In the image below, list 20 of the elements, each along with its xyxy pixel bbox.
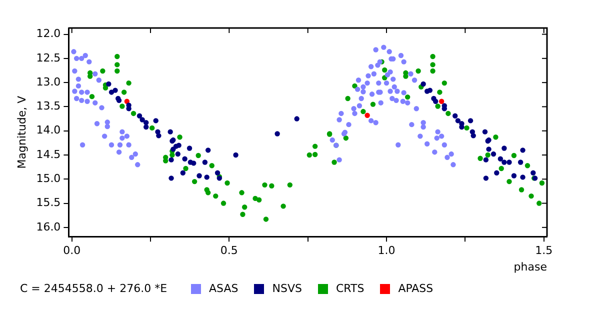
y-tick-label: 15.5	[36, 196, 61, 210]
x-tick-label: 0.5	[220, 244, 238, 258]
legend-label: NSVS	[272, 282, 302, 295]
x-axis-title: phase	[514, 260, 548, 274]
y-tick-label: 12.0	[36, 27, 61, 40]
text: C = 2454558.0 + 276.0 *E	[20, 282, 168, 295]
y-tick-label: 13.5	[36, 100, 61, 113]
y-tick-label: 13.0	[36, 75, 61, 88]
x-tick-label: 0.0	[63, 244, 81, 258]
y-tick-label: 14.5	[36, 148, 61, 161]
x-tick-label: 1.0	[378, 244, 396, 258]
legend-label: APASS	[398, 282, 434, 295]
legend-label: ASAS	[209, 282, 238, 295]
x-tick-label: 1.5	[535, 244, 553, 258]
legend-label: CRTS	[336, 282, 364, 295]
y-tick-label: 15.0	[36, 172, 61, 185]
y-tick-label: 12.5	[36, 51, 61, 64]
y-tick-label: 14.0	[36, 124, 61, 137]
y-axis-title: Magnitude, V	[15, 95, 28, 169]
y-tick-label: 16.0	[36, 220, 61, 234]
